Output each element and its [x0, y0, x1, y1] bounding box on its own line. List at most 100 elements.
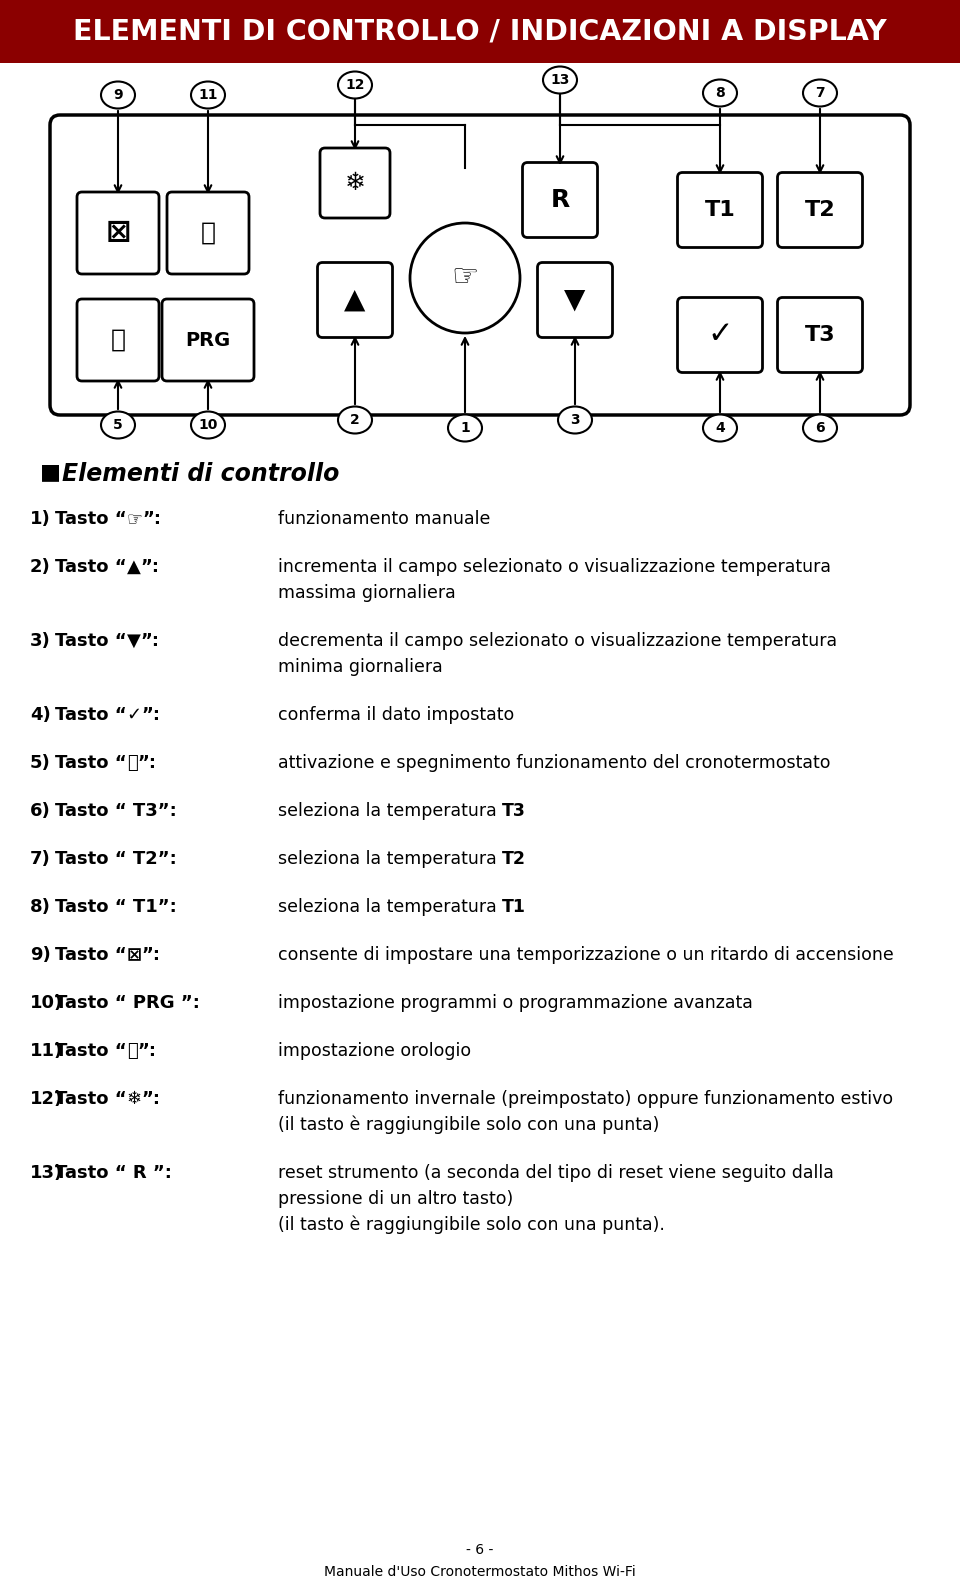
Text: ”:: ”:	[143, 509, 161, 529]
Ellipse shape	[703, 80, 737, 107]
Text: 10): 10)	[30, 993, 63, 1013]
Text: seleziona la temperatura: seleziona la temperatura	[278, 802, 502, 820]
Text: Tasto “ PRG ”:: Tasto “ PRG ”:	[55, 993, 200, 1013]
Ellipse shape	[101, 81, 135, 108]
Text: Tasto “: Tasto “	[55, 632, 127, 650]
Text: funzionamento invernale (preimpostato) oppure funzionamento estivo: funzionamento invernale (preimpostato) o…	[278, 1091, 893, 1108]
Text: 2: 2	[350, 412, 360, 427]
Text: seleziona la temperatura: seleziona la temperatura	[278, 850, 502, 868]
Text: ”:: ”:	[142, 705, 160, 724]
Text: attivazione e spegnimento funzionamento del cronotermostato: attivazione e spegnimento funzionamento …	[278, 755, 830, 772]
Text: 4): 4)	[30, 705, 51, 724]
Text: consente di impostare una temporizzazione o un ritardo di accensione: consente di impostare una temporizzazion…	[278, 946, 894, 965]
Text: ⏻: ⏻	[127, 755, 137, 772]
Text: Tasto “: Tasto “	[55, 946, 127, 965]
Text: 1: 1	[460, 420, 469, 435]
FancyBboxPatch shape	[0, 0, 960, 64]
Text: ❄: ❄	[345, 170, 366, 194]
FancyBboxPatch shape	[678, 298, 762, 373]
Circle shape	[410, 223, 520, 333]
Text: ”:: ”:	[140, 632, 159, 650]
Text: 11: 11	[199, 88, 218, 102]
Text: - 6 -: - 6 -	[467, 1543, 493, 1557]
Text: 13: 13	[550, 73, 569, 88]
Text: T1: T1	[705, 201, 735, 220]
Text: Tasto “ T2”:: Tasto “ T2”:	[55, 850, 177, 868]
Text: reset strumento (a seconda del tipo di reset viene seguito dalla: reset strumento (a seconda del tipo di r…	[278, 1164, 834, 1181]
Text: ”:: ”:	[142, 1091, 160, 1108]
Text: ☞: ☞	[451, 264, 479, 293]
Text: decrementa il campo selezionato o visualizzazione temperatura: decrementa il campo selezionato o visual…	[278, 632, 837, 650]
Text: 2): 2)	[30, 559, 51, 576]
Text: funzionamento manuale: funzionamento manuale	[278, 509, 491, 529]
Text: ⊠: ⊠	[106, 218, 131, 247]
Text: T1: T1	[502, 898, 526, 915]
FancyBboxPatch shape	[77, 299, 159, 380]
FancyBboxPatch shape	[77, 193, 159, 274]
Text: ▲: ▲	[345, 287, 366, 314]
Text: ▲: ▲	[127, 559, 140, 576]
Ellipse shape	[338, 406, 372, 433]
Text: 10: 10	[199, 419, 218, 431]
Text: ⏰: ⏰	[127, 1043, 137, 1060]
Ellipse shape	[558, 406, 592, 433]
Text: 3): 3)	[30, 632, 51, 650]
FancyBboxPatch shape	[162, 299, 254, 380]
Ellipse shape	[338, 72, 372, 99]
Text: ⏰: ⏰	[201, 221, 215, 245]
Text: ”:: ”:	[137, 1043, 156, 1060]
Ellipse shape	[803, 80, 837, 107]
Text: Tasto “: Tasto “	[55, 705, 127, 724]
Text: incrementa il campo selezionato o visualizzazione temperatura: incrementa il campo selezionato o visual…	[278, 559, 831, 576]
Text: conferma il dato impostato: conferma il dato impostato	[278, 705, 515, 724]
Ellipse shape	[803, 414, 837, 441]
Text: 8: 8	[715, 86, 725, 100]
Text: (il tasto è raggiungibile solo con una punta): (il tasto è raggiungibile solo con una p…	[278, 1116, 660, 1135]
Text: ”:: ”:	[140, 559, 159, 576]
Ellipse shape	[191, 81, 225, 108]
Text: ▼: ▼	[564, 287, 586, 314]
Text: Tasto “ R ”:: Tasto “ R ”:	[55, 1164, 172, 1181]
Text: 12: 12	[346, 78, 365, 92]
Text: T2: T2	[804, 201, 835, 220]
FancyBboxPatch shape	[318, 263, 393, 338]
Text: Tasto “: Tasto “	[55, 755, 127, 772]
Text: 5): 5)	[30, 755, 51, 772]
Text: Tasto “: Tasto “	[55, 1043, 127, 1060]
Text: T3: T3	[804, 325, 835, 345]
FancyBboxPatch shape	[778, 172, 862, 247]
Text: Tasto “ T1”:: Tasto “ T1”:	[55, 898, 177, 915]
FancyBboxPatch shape	[778, 298, 862, 373]
Text: 12): 12)	[30, 1091, 63, 1108]
Text: pressione di un altro tasto): pressione di un altro tasto)	[278, 1189, 514, 1208]
Text: Elementi di controllo: Elementi di controllo	[62, 462, 340, 486]
Text: 11): 11)	[30, 1043, 63, 1060]
FancyBboxPatch shape	[50, 115, 910, 416]
Text: impostazione orologio: impostazione orologio	[278, 1043, 471, 1060]
Text: R: R	[550, 188, 569, 212]
Text: 9): 9)	[30, 946, 51, 965]
Text: 3: 3	[570, 412, 580, 427]
Text: ✓: ✓	[708, 320, 732, 350]
Text: ❄: ❄	[127, 1091, 142, 1108]
Ellipse shape	[448, 414, 482, 441]
FancyBboxPatch shape	[522, 162, 597, 237]
Ellipse shape	[191, 411, 225, 438]
Text: ⏻: ⏻	[110, 328, 126, 352]
Text: ELEMENTI DI CONTROLLO / INDICAZIONI A DISPLAY: ELEMENTI DI CONTROLLO / INDICAZIONI A DI…	[73, 18, 887, 45]
Text: T3: T3	[502, 802, 526, 820]
Text: ▼: ▼	[127, 632, 140, 650]
Text: Manuale d'Uso Cronotermostato Mithos Wi-Fi: Manuale d'Uso Cronotermostato Mithos Wi-…	[324, 1565, 636, 1579]
FancyBboxPatch shape	[167, 193, 249, 274]
Text: ✓: ✓	[127, 705, 142, 724]
Text: 8): 8)	[30, 898, 51, 915]
Text: 6): 6)	[30, 802, 51, 820]
Text: 13): 13)	[30, 1164, 63, 1181]
Text: ■: ■	[40, 462, 61, 482]
Text: impostazione programmi o programmazione avanzata: impostazione programmi o programmazione …	[278, 993, 753, 1013]
Text: Tasto “: Tasto “	[55, 509, 127, 529]
FancyBboxPatch shape	[538, 263, 612, 338]
Text: ”:: ”:	[142, 946, 160, 965]
Text: T2: T2	[502, 850, 526, 868]
Text: seleziona la temperatura: seleziona la temperatura	[278, 898, 502, 915]
